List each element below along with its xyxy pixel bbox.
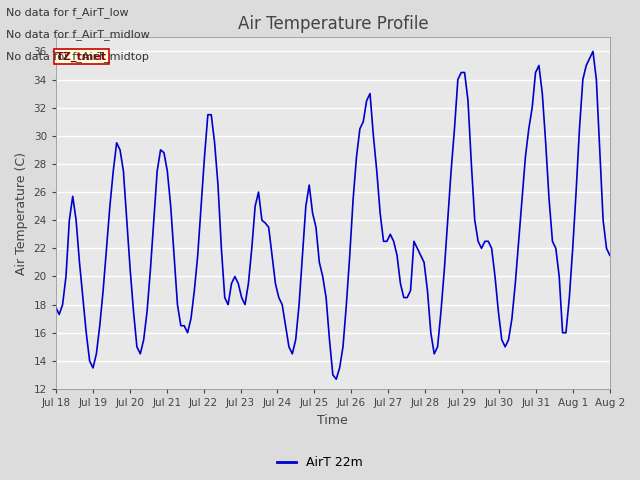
Legend: AirT 22m: AirT 22m [272,451,368,474]
Title: Air Temperature Profile: Air Temperature Profile [237,15,428,33]
Text: No data for f_AirT_midtop: No data for f_AirT_midtop [6,51,149,62]
Text: No data for f_AirT_midlow: No data for f_AirT_midlow [6,29,150,40]
Y-axis label: Air Temperature (C): Air Temperature (C) [15,152,28,275]
X-axis label: Time: Time [317,414,348,427]
Text: TZ_tmet: TZ_tmet [56,51,107,61]
Text: No data for f_AirT_low: No data for f_AirT_low [6,7,129,18]
